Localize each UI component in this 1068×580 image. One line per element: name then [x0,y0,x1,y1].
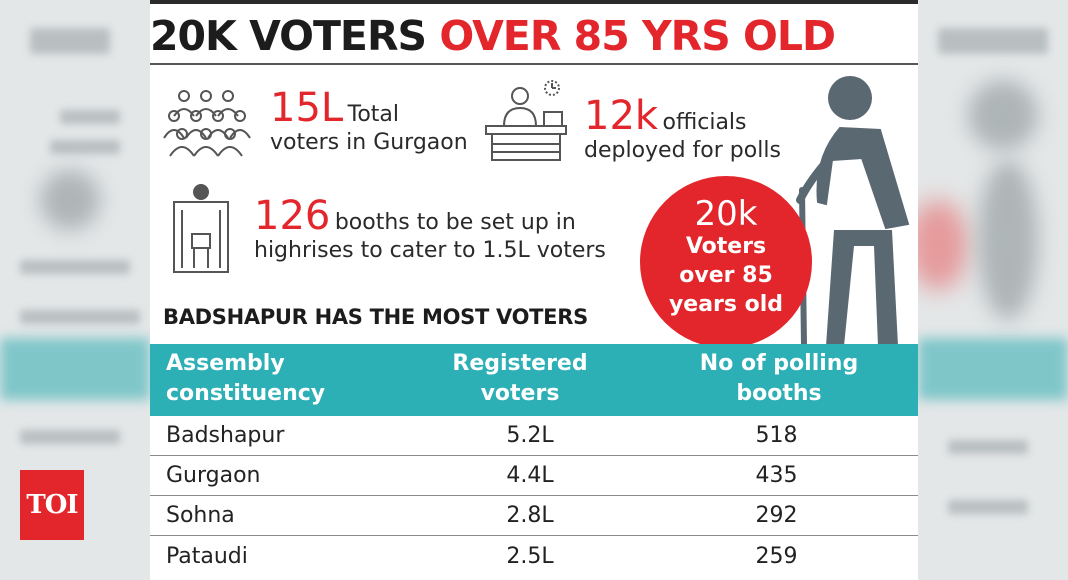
headline-part1: 20K VOTERS [150,12,427,60]
header-constituency: Assembly constituency [166,351,326,406]
elderly-voters-circle: 20k Voters over 85 years old [640,176,812,348]
stat-officials-line1: officials [662,110,747,135]
headline: 20K VOTERS OVER 85 YRS OLD [150,10,836,62]
stat-officials: 12k officials deployed for polls [584,96,781,165]
cell-booths: 435 [755,463,798,488]
stat-booths-line1: booths to be set up in [334,210,576,235]
stat-total-voters-number: 15L [270,85,344,131]
cell-constituency: Badshapur [166,423,285,448]
stat-officials-line2: deployed for polls [584,138,781,163]
stat-booths-number: 126 [254,193,331,239]
cell-booths: 292 [755,503,798,528]
stat-booths-line2: highrises to cater to 1.5L voters [254,238,606,263]
elderly-voters-text: Voters over 85 years old [668,234,784,317]
stat-total-voters-line1: Total [347,102,400,127]
elderly-voters-number: 20k [694,194,758,234]
top-rule [150,0,918,4]
constituency-table: Assembly constituency Registered voters … [150,344,918,576]
stat-total-voters: 15L Total voters in Gurgaon [270,88,468,157]
table-row: Sohna 2.8L 292 [150,496,918,536]
cell-booths: 259 [755,543,798,569]
cell-booths: 518 [755,423,798,448]
background-right [918,0,1068,580]
stat-booths: 126 booths to be set up in highrises to … [254,196,606,265]
stat-total-voters-line2: voters in Gurgaon [270,130,468,155]
crowd-icon [163,90,251,157]
table-row: Pataudi 2.5L 259 [150,536,918,576]
infographic-card: 20K VOTERS OVER 85 YRS OLD 15L Total vot… [150,0,918,580]
headline-rule [150,63,918,65]
headline-part2: OVER 85 YRS OLD [439,12,836,60]
section-title: BADSHAPUR HAS THE MOST VOTERS [163,305,588,329]
stat-officials-number: 12k [584,93,659,139]
table-header: Assembly constituency Registered voters … [150,344,918,416]
elderly-person-icon [796,76,910,346]
voting-booth-icon [173,184,229,273]
cell-voters: 2.8L [506,503,554,528]
cell-voters: 5.2L [506,423,554,448]
cell-constituency: Gurgaon [166,463,261,488]
header-registered-voters: Registered voters [452,351,588,406]
cell-voters: 2.5L [506,543,554,569]
cell-constituency: Sohna [166,503,235,528]
cell-voters: 4.4L [506,463,554,488]
cell-constituency: Pataudi [166,543,248,569]
header-polling-booths: No of polling booths [699,351,859,406]
table-row: Gurgaon 4.4L 435 [150,456,918,496]
toi-logo: TOI [20,470,84,540]
official-desk-icon [485,80,567,161]
table-row: Badshapur 5.2L 518 [150,416,918,456]
